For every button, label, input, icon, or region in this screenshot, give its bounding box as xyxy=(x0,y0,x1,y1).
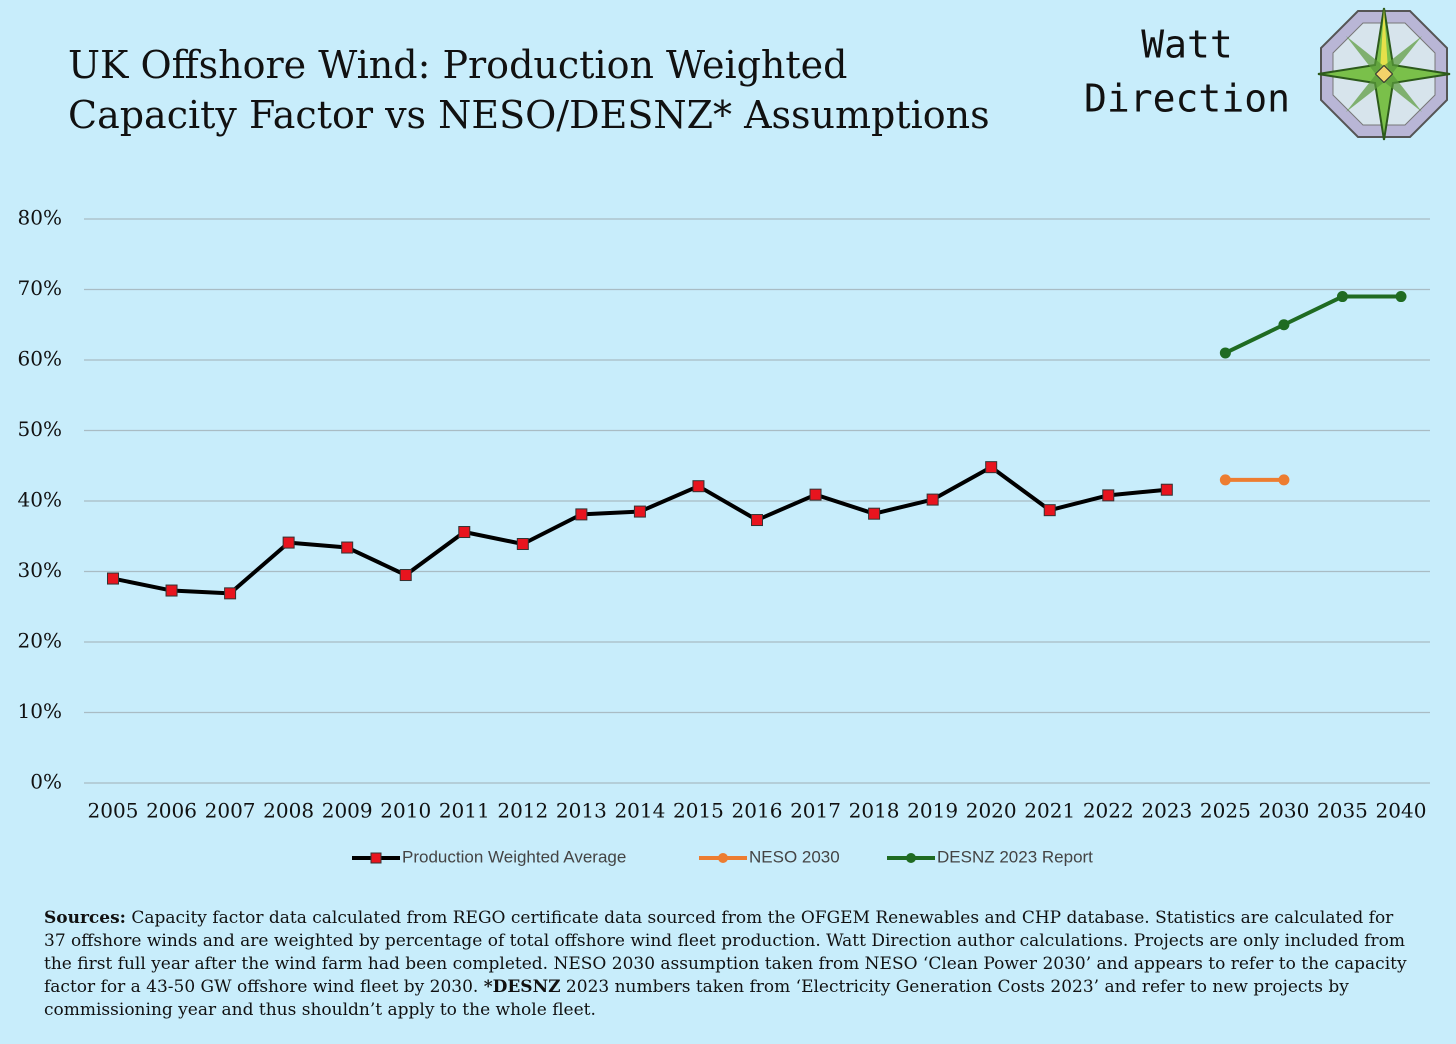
legend-label: Production Weighted Average xyxy=(402,847,626,866)
point-marker xyxy=(1102,489,1115,502)
x-tick-label: 2006 xyxy=(146,799,197,823)
legend-label: NESO 2030 xyxy=(749,847,840,866)
chart-title: UK Offshore Wind: Production Weighted Ca… xyxy=(68,43,990,137)
legend-item: Production Weighted Average xyxy=(352,847,626,866)
x-tick-label: 2022 xyxy=(1083,799,1134,823)
point-marker xyxy=(1219,347,1231,359)
x-tick-label: 2005 xyxy=(88,799,139,823)
point-marker xyxy=(399,569,412,582)
point-marker xyxy=(1278,319,1290,331)
x-tick-label: 2035 xyxy=(1317,799,1368,823)
point-marker xyxy=(633,505,646,518)
y-tick-label: 30% xyxy=(18,558,62,582)
sources-bold: *DESNZ xyxy=(483,977,561,997)
sources-text: 2023 numbers taken from ‘Electricity Gen… xyxy=(44,977,1349,1020)
point-marker xyxy=(868,507,881,520)
point-marker xyxy=(751,514,763,527)
y-tick-label: 20% xyxy=(18,629,62,653)
x-tick-label: 2023 xyxy=(1141,799,1192,823)
y-tick-label: 70% xyxy=(18,276,62,300)
series-line xyxy=(112,465,1168,596)
legend-label: DESNZ 2023 Report xyxy=(937,847,1093,866)
x-tick-label: 2017 xyxy=(790,799,841,823)
point-marker xyxy=(1219,474,1231,486)
point-marker xyxy=(224,587,237,600)
point-marker xyxy=(458,526,471,539)
point-marker xyxy=(575,508,588,521)
x-tick-label: 2018 xyxy=(849,799,900,823)
x-tick-label: 2009 xyxy=(322,799,373,823)
point-marker xyxy=(1336,291,1348,303)
x-tick-label: 2012 xyxy=(497,799,548,823)
y-tick-label: 60% xyxy=(18,347,62,371)
logo-icon xyxy=(1317,7,1451,141)
x-tick-label: 2014 xyxy=(614,799,665,823)
legend-marker xyxy=(718,853,728,863)
x-tick-label: 2030 xyxy=(1258,799,1309,823)
x-tick-label: 2013 xyxy=(556,799,607,823)
legend-item: NESO 2030 xyxy=(699,847,840,866)
y-tick-label: 80% xyxy=(18,206,62,230)
x-tick-label: 2016 xyxy=(732,799,783,823)
point-marker xyxy=(1160,483,1173,496)
y-tick-label: 40% xyxy=(18,488,62,512)
x-tick-label: 2007 xyxy=(205,799,256,823)
point-marker xyxy=(516,538,529,551)
y-tick-label: 10% xyxy=(18,699,62,723)
y-tick-label: 50% xyxy=(18,417,62,441)
point-marker xyxy=(692,480,705,493)
x-tick-label: 2010 xyxy=(380,799,431,823)
point-marker xyxy=(107,572,119,585)
logo-text: Direction xyxy=(1084,77,1290,121)
legend-marker xyxy=(906,853,916,863)
point-marker xyxy=(1278,474,1290,486)
sources-note: Sources: Capacity factor data calculated… xyxy=(44,907,1416,1022)
sources-label: Sources: xyxy=(44,908,126,928)
y-tick-label: 0% xyxy=(30,770,62,794)
x-tick-label: 2008 xyxy=(263,799,314,823)
x-tick-label: 2019 xyxy=(907,799,958,823)
x-tick-label: 2040 xyxy=(1376,799,1427,823)
x-tick-label: 2015 xyxy=(673,799,724,823)
series-line xyxy=(1224,294,1401,355)
point-marker xyxy=(1395,291,1407,303)
x-tick-label: 2011 xyxy=(439,799,490,823)
x-tick-label: 2025 xyxy=(1200,799,1251,823)
point-marker xyxy=(985,461,998,474)
point-marker xyxy=(809,488,822,501)
chart: Watt Direction 0% 10% 20% 30% 40% 50% 60% 70% 80… xyxy=(18,7,1451,866)
point-marker xyxy=(341,541,354,554)
point-marker xyxy=(165,584,178,597)
point-marker xyxy=(282,536,295,549)
sources-text: Capacity factor data calculated from REG… xyxy=(44,908,1407,997)
x-tick-label: 2021 xyxy=(1024,799,1075,823)
x-tick-label: 2020 xyxy=(966,799,1017,823)
point-marker xyxy=(926,493,939,506)
legend-item: DESNZ 2023 Report xyxy=(887,847,1093,866)
legend-marker xyxy=(370,852,382,864)
point-marker xyxy=(1043,504,1056,517)
logo-text: Watt xyxy=(1141,23,1233,67)
